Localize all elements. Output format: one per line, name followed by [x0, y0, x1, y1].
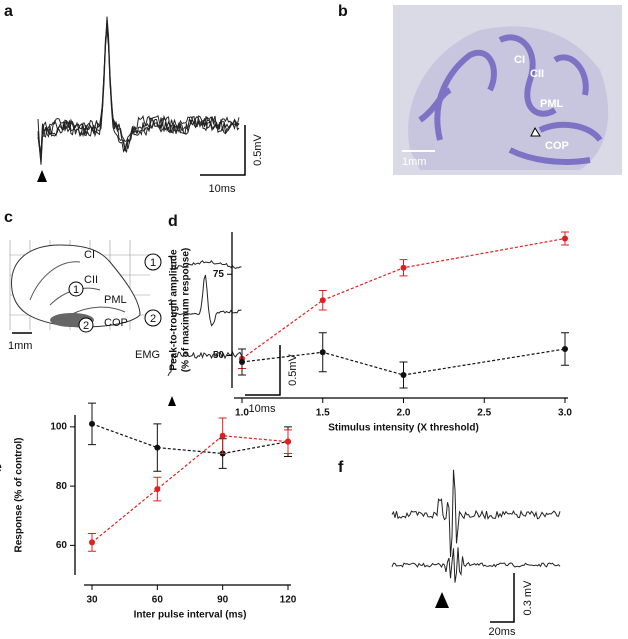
- trace: [167, 255, 242, 270]
- scale-label: 20ms: [489, 626, 516, 638]
- scale-label: 0.5mV: [287, 353, 299, 385]
- scale-label: 0.3 mV: [522, 580, 534, 616]
- region-label: PML: [540, 98, 564, 110]
- stimulus-arrow: [435, 592, 449, 608]
- trace: [37, 29, 240, 162]
- site-label: 1: [73, 284, 79, 296]
- region-label: CI: [84, 249, 95, 261]
- point: [89, 420, 95, 427]
- trace: [391, 547, 561, 583]
- point: [400, 264, 407, 271]
- x-tick-label: 30: [86, 595, 98, 606]
- y-axis-label: Response (% of control): [14, 437, 25, 552]
- point: [319, 349, 326, 356]
- x-tick-label: 90: [217, 595, 229, 606]
- x-axis-label: Stimulus intensity (X threshold): [328, 423, 479, 434]
- site-circle: [68, 281, 84, 297]
- panel-label: e: [0, 459, 2, 476]
- x-tick-label: 1.0: [235, 408, 249, 419]
- site-marker: [530, 126, 541, 137]
- y-tick-label: 50: [213, 350, 225, 361]
- point: [319, 297, 326, 304]
- y-tick-label: 80: [56, 481, 68, 492]
- point: [154, 486, 161, 493]
- x-tick-label: 60: [152, 595, 164, 606]
- x-tick-label: 1.5: [316, 408, 330, 419]
- trace-label: 2: [150, 313, 156, 325]
- point: [400, 372, 407, 378]
- point: [562, 346, 568, 352]
- panel-label: d: [168, 213, 178, 230]
- trace-circle: [144, 253, 162, 271]
- series-line: [241, 237, 566, 360]
- trace: [167, 350, 242, 377]
- site-label: 2: [83, 320, 89, 332]
- x-tick-label: 3.0: [558, 408, 572, 419]
- trace: [37, 20, 240, 155]
- folia: [418, 34, 603, 165]
- y-tick-label: 60: [56, 540, 68, 551]
- panel-label: a: [4, 3, 13, 20]
- panel-label: b: [338, 3, 348, 20]
- region-label: CI: [514, 54, 525, 66]
- point: [239, 359, 245, 365]
- region-label: CII: [84, 274, 98, 286]
- site-circle: [78, 317, 94, 333]
- scale-label: 1mm: [402, 156, 426, 168]
- panel-label: f: [338, 459, 344, 476]
- x-tick-label: 2.0: [397, 408, 411, 419]
- series-line: [91, 435, 289, 543]
- trace: [167, 274, 242, 327]
- scale-label: 10ms: [249, 403, 276, 415]
- y-axis-label: (% of maximum response): [181, 248, 192, 372]
- scale-label: 1mm: [8, 340, 32, 352]
- x-axis-label: Inter pulse interval (ms): [134, 610, 247, 621]
- scale-bar: [200, 125, 246, 176]
- series-line: [91, 423, 289, 455]
- trace-label: EMG: [135, 349, 160, 361]
- trace: [37, 16, 240, 165]
- trace-label: 1: [150, 257, 156, 269]
- point: [562, 235, 568, 242]
- x-tick-label: 2.5: [477, 408, 491, 419]
- point: [154, 444, 161, 451]
- region-label: PML: [104, 294, 127, 306]
- x-tick-label: 120: [280, 595, 297, 606]
- trace-circle: [144, 309, 162, 327]
- stimulus-arrow: [37, 170, 47, 182]
- series-line: [241, 348, 566, 376]
- stimulus-arrow: [168, 396, 176, 406]
- region-label: COP: [104, 317, 128, 329]
- point: [219, 432, 226, 439]
- point: [285, 438, 291, 445]
- region-label: CII: [530, 68, 544, 80]
- y-tick-label: 100: [50, 421, 67, 432]
- scale-label: 10ms: [209, 183, 236, 195]
- scale-bar: [490, 573, 515, 623]
- trace: [391, 469, 561, 558]
- scale-bar: [245, 345, 281, 396]
- region-label: COP: [545, 140, 569, 152]
- y-axis-label: Peak-to-trough amplitude: [169, 249, 180, 371]
- point: [89, 539, 95, 546]
- panel-label: c: [4, 209, 13, 226]
- y-tick-label: 75: [213, 269, 225, 280]
- scale-label: 0.5mV: [252, 133, 264, 165]
